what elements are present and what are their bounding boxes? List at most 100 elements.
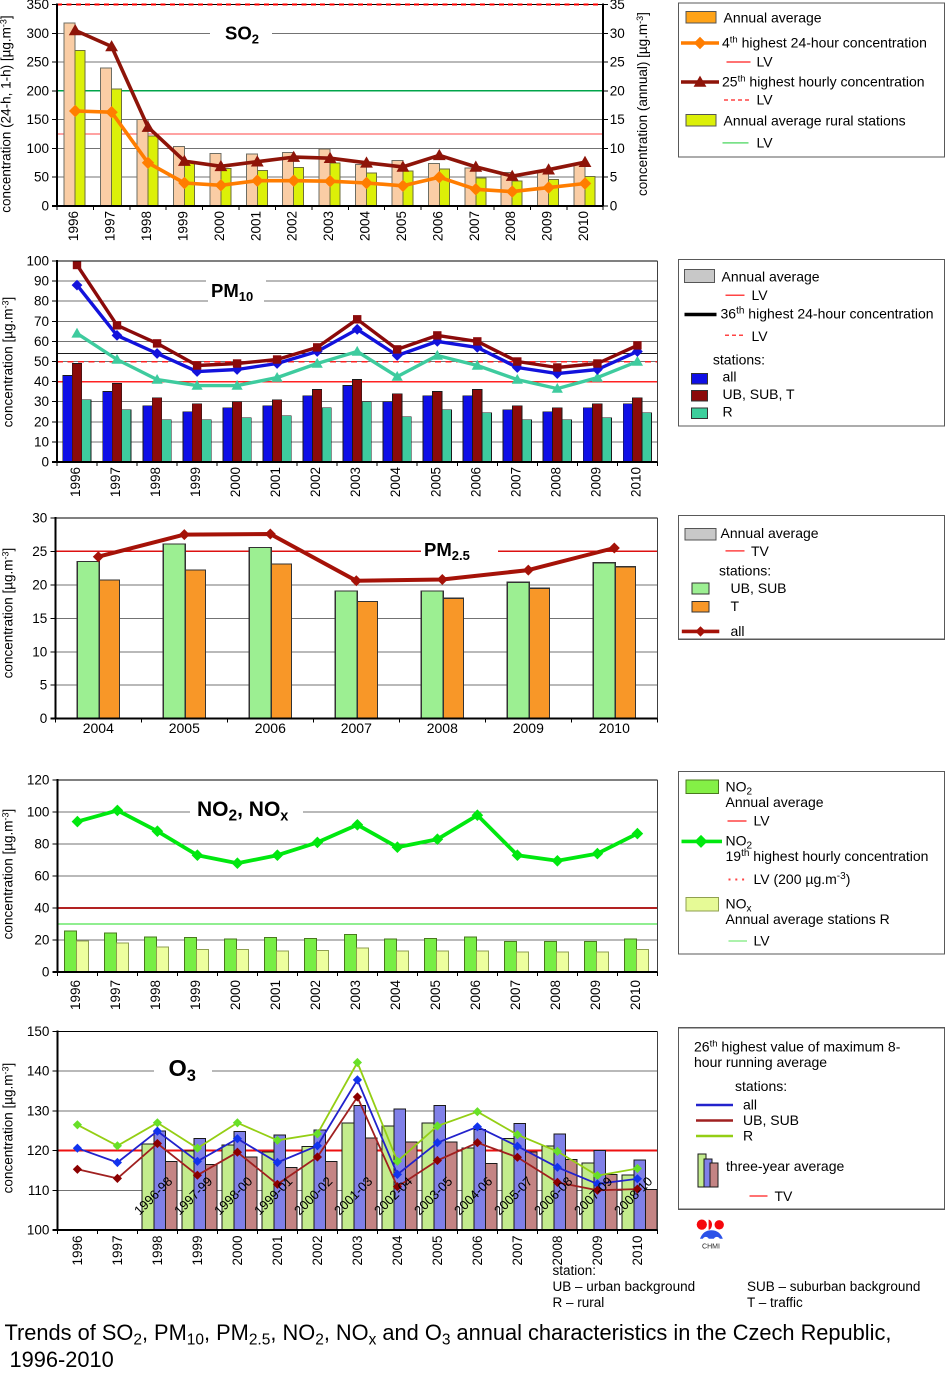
svg-text:NO2: NO2 [726, 833, 753, 852]
svg-text:LV: LV [752, 287, 769, 303]
svg-text:2001: 2001 [268, 467, 283, 497]
svg-text:80: 80 [34, 837, 49, 852]
svg-text:2001: 2001 [248, 211, 263, 241]
svg-text:120: 120 [27, 1143, 50, 1158]
svg-text:300: 300 [26, 26, 49, 41]
svg-text:concentration (24-h, 1-h) [µg.: concentration (24-h, 1-h) [µg.m-3] [0, 15, 14, 212]
svg-text:2010: 2010 [599, 720, 630, 736]
svg-text:40: 40 [34, 374, 49, 389]
svg-text:LV (200 µg.m-3): LV (200 µg.m-3) [754, 871, 851, 887]
svg-text:LV: LV [754, 932, 771, 948]
svg-text:1996: 1996 [68, 980, 83, 1010]
svg-text:250: 250 [26, 55, 49, 70]
svg-text:1998: 1998 [148, 980, 163, 1010]
svg-text:TV: TV [775, 1188, 794, 1204]
svg-text:2010: 2010 [628, 980, 643, 1010]
svg-text:2001: 2001 [270, 1236, 285, 1266]
svg-text:200: 200 [26, 83, 49, 98]
svg-text:2008: 2008 [548, 467, 563, 497]
svg-text:140: 140 [27, 1064, 50, 1079]
svg-text:5: 5 [40, 678, 48, 693]
svg-text:NOx: NOx [726, 896, 752, 915]
svg-text:50: 50 [34, 170, 49, 185]
svg-text:1996: 1996 [66, 211, 81, 241]
svg-text:25: 25 [610, 55, 625, 70]
svg-text:10: 10 [32, 644, 47, 659]
svg-text:2005: 2005 [430, 1236, 445, 1266]
svg-text:10: 10 [610, 141, 625, 156]
svg-text:1996-2010: 1996-2010 [10, 1347, 114, 1372]
svg-text:LV: LV [757, 134, 774, 150]
svg-text:90: 90 [34, 274, 49, 289]
svg-text:SUB – suburban background: SUB – suburban background [747, 1279, 920, 1294]
svg-text:LV: LV [757, 92, 774, 108]
svg-text:concentration [µg.m-3]: concentration [µg.m-3] [1, 297, 16, 428]
svg-text:2004: 2004 [358, 211, 373, 242]
svg-text:2007: 2007 [510, 1236, 525, 1266]
svg-text:1998: 1998 [139, 211, 154, 241]
svg-text:70: 70 [34, 314, 49, 329]
svg-text:T: T [731, 598, 740, 614]
svg-text:15: 15 [32, 611, 47, 626]
svg-text:all: all [723, 369, 737, 385]
svg-text:1997: 1997 [110, 1236, 125, 1266]
svg-text:Annual average: Annual average [726, 794, 824, 810]
svg-text:2007: 2007 [508, 980, 523, 1010]
svg-text:Annual average rural stations: Annual average rural stations [724, 112, 906, 128]
svg-text:PM10: PM10 [211, 280, 253, 304]
svg-text:2004: 2004 [388, 980, 403, 1011]
svg-text:LV: LV [754, 812, 771, 828]
svg-text:20: 20 [32, 577, 47, 592]
svg-text:NO2, NOx: NO2, NOx [197, 798, 288, 825]
svg-text:120: 120 [27, 773, 50, 788]
svg-text:2008: 2008 [548, 980, 563, 1010]
svg-text:UB, SUB: UB, SUB [743, 1112, 799, 1128]
svg-text:stations:: stations: [719, 563, 771, 579]
svg-text:TV: TV [751, 543, 770, 559]
svg-text:36th highest 24-hour concentra: 36th highest 24-hour concentration [721, 306, 934, 322]
svg-text:1997: 1997 [108, 980, 123, 1010]
svg-text:2004: 2004 [83, 720, 114, 736]
svg-text:2008: 2008 [550, 1236, 565, 1266]
svg-text:R: R [723, 404, 733, 420]
svg-text:UB – urban background: UB – urban background [553, 1279, 696, 1294]
svg-text:2008: 2008 [427, 720, 458, 736]
svg-text:2002: 2002 [285, 211, 300, 241]
svg-text:1996: 1996 [70, 1236, 85, 1266]
svg-text:2003: 2003 [321, 211, 336, 241]
svg-text:25: 25 [32, 544, 47, 559]
svg-text:30: 30 [32, 510, 47, 525]
svg-text:2000: 2000 [230, 1236, 245, 1266]
svg-text:LV: LV [752, 328, 769, 344]
svg-text:Annual average: Annual average [724, 9, 822, 25]
svg-text:stations:: stations: [735, 1078, 787, 1094]
svg-text:concentration [µg.m-3]: concentration [µg.m-3] [1, 809, 16, 940]
svg-text:50: 50 [34, 354, 49, 369]
svg-text:1998: 1998 [150, 1236, 165, 1266]
svg-text:all: all [743, 1097, 757, 1113]
svg-text:UB, SUB: UB, SUB [731, 580, 787, 596]
svg-text:150: 150 [27, 1024, 50, 1039]
svg-text:2001: 2001 [268, 980, 283, 1010]
svg-text:4th highest 24-hour concentrat: 4th highest 24-hour concentration [722, 35, 927, 51]
svg-text:1996: 1996 [68, 467, 83, 497]
svg-text:2006: 2006 [468, 980, 483, 1010]
svg-text:2002: 2002 [308, 467, 323, 497]
svg-text:NO2: NO2 [726, 779, 753, 798]
svg-text:0: 0 [610, 199, 618, 214]
svg-text:15: 15 [610, 112, 625, 127]
svg-text:1999: 1999 [188, 467, 203, 497]
svg-text:1997: 1997 [108, 467, 123, 497]
svg-text:2006: 2006 [430, 211, 445, 241]
svg-text:60: 60 [34, 869, 49, 884]
svg-text:2006: 2006 [470, 1236, 485, 1266]
svg-text:2007: 2007 [467, 211, 482, 241]
svg-text:0: 0 [42, 965, 50, 980]
svg-text:concentration (annual) [µg.m-3: concentration (annual) [µg.m-3] [635, 12, 650, 196]
svg-text:1999: 1999 [188, 980, 203, 1010]
svg-text:60: 60 [34, 334, 49, 349]
svg-text:2003: 2003 [348, 467, 363, 497]
svg-text:150: 150 [26, 112, 49, 127]
svg-text:2003: 2003 [348, 980, 363, 1010]
svg-text:2002: 2002 [310, 1236, 325, 1266]
